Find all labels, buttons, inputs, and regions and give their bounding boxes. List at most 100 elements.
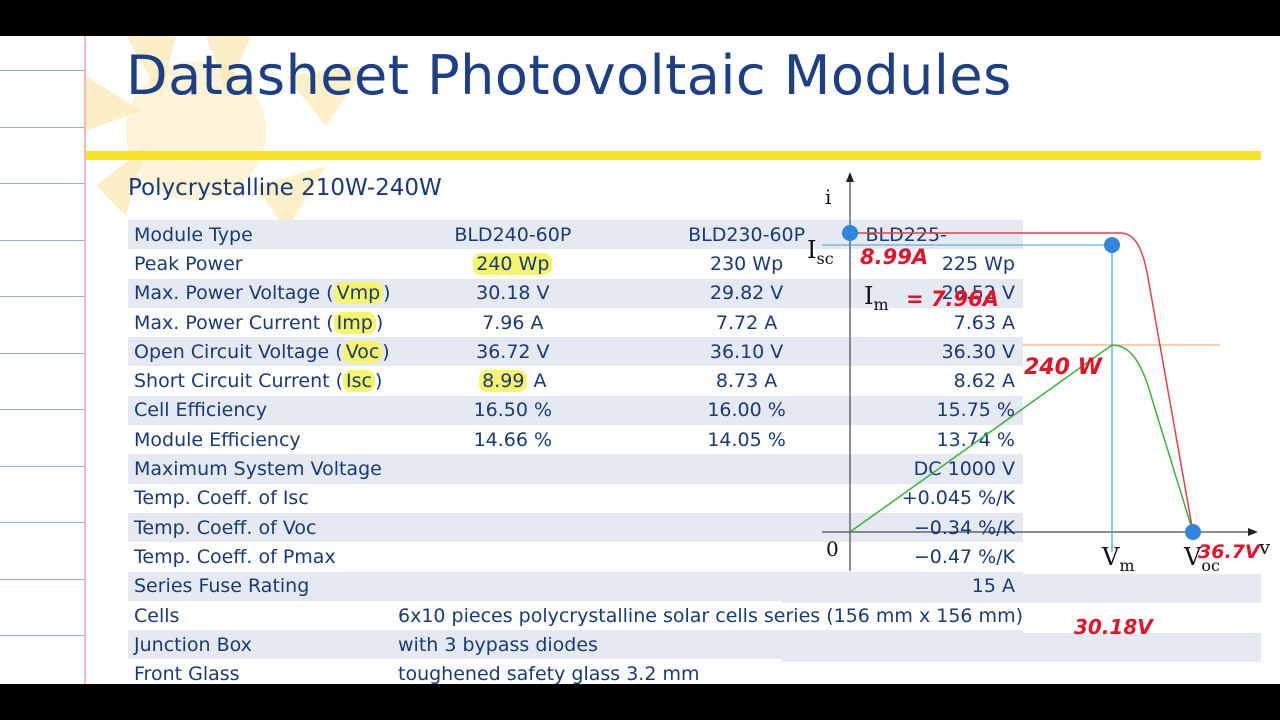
table-subtitle: Polycrystalline 210W-240W: [128, 175, 442, 201]
cell-value: −0.34 %/K: [627, 512, 1023, 543]
im-label: Im: [864, 282, 889, 314]
cell-value: with 3 bypass diodes: [398, 630, 1023, 660]
table-row: Temp. Coeff. of Voc −0.34 %/K: [128, 512, 1023, 543]
voc-annotation: 36.7V: [1198, 541, 1261, 563]
row-label: Temp. Coeff. of Voc: [128, 512, 628, 543]
vm-annotation: 30.18V: [1074, 615, 1154, 636]
highlighted-value: 8.99: [479, 370, 528, 393]
origin-label: 0: [826, 537, 839, 561]
cell-value: 15 A: [627, 571, 1023, 601]
module-type-label: Module Type: [128, 220, 398, 250]
y-axis-arrow: [846, 172, 854, 182]
power-annotation: 240 W: [1024, 355, 1104, 380]
notebook-rule-line: [0, 635, 86, 636]
highlighted-value: 240 Wp: [473, 252, 553, 275]
cell-value: 16.00 %: [627, 395, 866, 426]
vm-label: Vm: [1101, 543, 1135, 575]
x-axis-label: v: [1258, 535, 1270, 559]
iv-curve-diagram: i v 0 Isc Im Vm Voc 8.99A = 7.96A 240 W …: [807, 172, 1270, 636]
isc-label: Isc: [807, 236, 834, 268]
notebook-rule-line: [0, 522, 86, 523]
cell-value: +0.045 %/K: [901, 487, 1015, 510]
table-row: Maximum System Voltage DC 1000 V: [128, 454, 1023, 484]
notebook-rule-line: [0, 240, 86, 241]
table-row: Short Circuit Current (Isc) 8.99 A 8.73 …: [128, 366, 1023, 395]
cell-value: 225 Wp: [941, 252, 1015, 275]
row-label: Short Circuit Current (Isc): [134, 370, 383, 393]
symbol-highlight: Imp: [333, 311, 376, 334]
title-underline: [86, 151, 1261, 160]
row-label: Module Efficiency: [134, 428, 301, 451]
row-label: Max. Power Voltage (Vmp): [128, 278, 398, 308]
cell-value: 36.10 V: [627, 337, 866, 367]
symbol-highlight: Isc: [343, 370, 375, 393]
table-row: Cell Efficiency 16.50 % 16.00 % 15.75 %: [128, 395, 1023, 426]
notebook-rule-line: [0, 579, 86, 580]
table-row: Peak Power 240 Wp 230 Wp 225 Wp: [128, 249, 1023, 278]
model-header: BLD230-60P: [627, 220, 866, 250]
row-label: Cell Efficiency: [128, 395, 398, 426]
table-row: Front Glass toughened safety glass 3.2 m…: [128, 659, 1023, 684]
isc-point: [842, 225, 858, 241]
table-row: Module Efficiency 14.66 % 14.05 % 13.74 …: [128, 425, 1023, 454]
table-row: Max. Power Current (Imp) 7.96 A 7.72 A 7…: [128, 308, 1023, 337]
model-header: BLD225-: [865, 220, 1023, 250]
unit: A: [533, 370, 547, 393]
symbol-highlight: Voc: [342, 340, 383, 363]
slide: Datasheet Photovoltaic Modules Polycryst…: [0, 36, 1280, 684]
row-label: Cells: [134, 604, 180, 627]
cell-value: 36.72 V: [398, 337, 628, 367]
cell-value: −0.47 %/K: [913, 545, 1015, 568]
row-label: Front Glass: [134, 663, 240, 684]
isc-annotation: 8.99A: [860, 245, 928, 269]
cell-value: 7.63 A: [953, 311, 1015, 334]
cell-value: 29.82 V: [627, 278, 866, 308]
cell-value: 230 Wp: [710, 252, 784, 275]
table-header-row: Module Type BLD240-60P BLD230-60P BLD225…: [128, 220, 1023, 250]
notebook-rule-line: [0, 409, 86, 410]
voc-label: Voc: [1183, 543, 1220, 575]
model-header: BLD240-60P: [398, 220, 628, 250]
notebook-rule-line: [0, 296, 86, 297]
y-axis-label: i: [825, 185, 831, 209]
cell-value: 14.66 %: [473, 428, 553, 451]
cell-value: 7.96 A: [482, 311, 544, 334]
notebook-paper: [0, 36, 86, 684]
x-axis-arrow: [1248, 528, 1258, 536]
im-annotation: = 7.96A: [906, 287, 999, 311]
notebook-rule-line: [0, 70, 86, 71]
cell-value: 29.52 V: [865, 278, 1023, 308]
notebook-rule-line: [0, 183, 86, 184]
row-label: Temp. Coeff. of Isc: [134, 487, 309, 510]
page-title: Datasheet Photovoltaic Modules: [126, 44, 1012, 107]
power-curve: [849, 344, 1194, 533]
mpp-point: [1104, 237, 1120, 253]
cell-value: 13.74 %: [936, 428, 1016, 451]
iv-curve: [850, 232, 1194, 533]
table-row: Temp. Coeff. of Pmax −0.47 %/K: [128, 542, 1023, 571]
notebook-rule-line: [0, 353, 86, 354]
row-label: Open Circuit Voltage (Voc): [128, 337, 398, 367]
table-row: Junction Box with 3 bypass diodes: [128, 630, 1023, 660]
table-row: Cells 6x10 pieces polycrystalline solar …: [128, 601, 1023, 630]
table-row: Temp. Coeff. of Isc +0.045 %/K: [128, 484, 1023, 513]
cell-value: toughened safety glass 3.2 mm: [398, 663, 700, 684]
cell-value: 14.05 %: [707, 428, 786, 451]
row-label: Max. Power Current (Imp): [134, 311, 384, 334]
cell-value: 6x10 pieces polycrystalline solar cells …: [398, 604, 1023, 627]
notebook-rule-line: [0, 466, 86, 467]
sun-decoration: [86, 36, 366, 231]
datasheet-table: Module Type BLD240-60P BLD230-60P BLD225…: [128, 220, 1023, 684]
cell-value: 8.62 A: [953, 370, 1015, 393]
cell-value: 15.75 %: [865, 395, 1023, 426]
symbol-highlight: Vmp: [333, 282, 384, 305]
cell-value: DC 1000 V: [627, 454, 1023, 484]
row-label: Junction Box: [128, 630, 398, 660]
notebook-rule-line: [0, 127, 86, 128]
table-row: Max. Power Voltage (Vmp) 30.18 V 29.82 V…: [128, 278, 1023, 308]
cell-value: 16.50 %: [398, 395, 628, 426]
table-row: Open Circuit Voltage (Voc) 36.72 V 36.10…: [128, 337, 1023, 367]
row-label: Peak Power: [134, 252, 243, 275]
cell-value: 8.73 A: [715, 370, 778, 393]
row-label: Maximum System Voltage: [128, 454, 628, 484]
